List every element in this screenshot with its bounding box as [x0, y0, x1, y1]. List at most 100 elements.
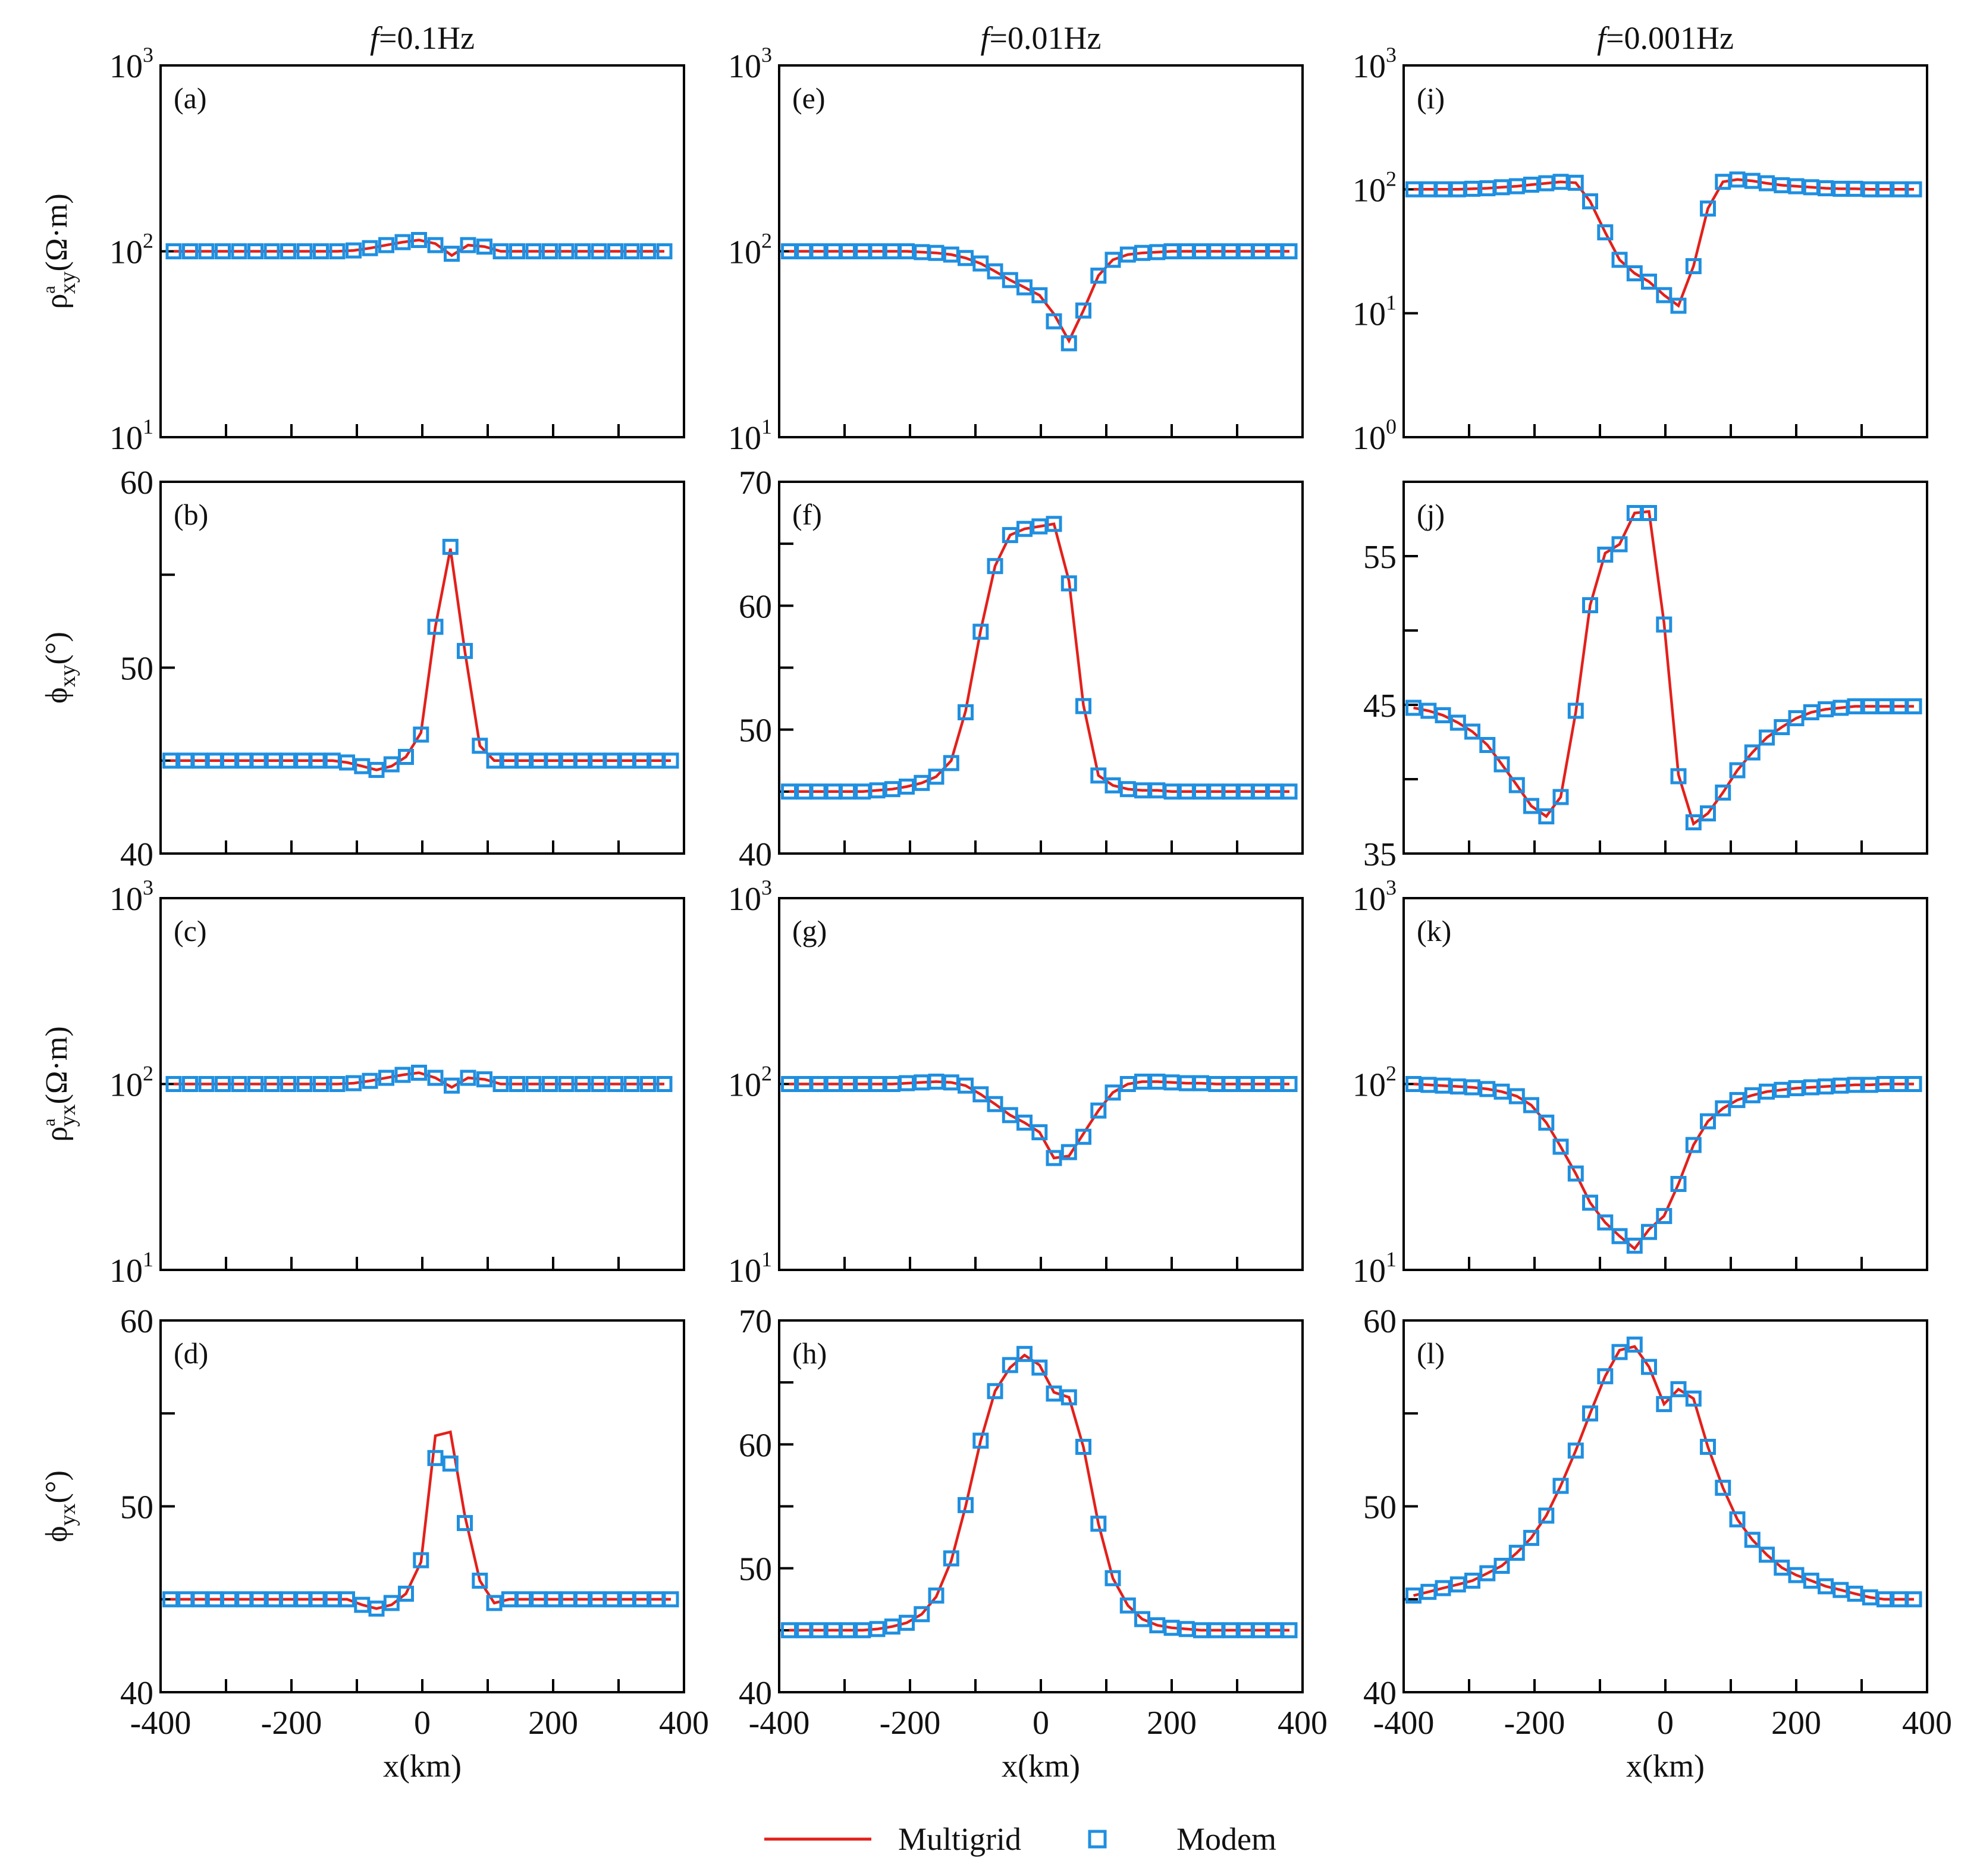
modem-marker [411, 232, 427, 248]
modem-marker [1222, 243, 1239, 259]
y-tick-label: 102 [728, 1062, 772, 1104]
modem-marker [221, 1591, 237, 1608]
modem-marker [1464, 723, 1480, 740]
modem-marker [640, 1076, 656, 1092]
y-tick-label-base: 10 [109, 1253, 143, 1290]
modem-marker [1656, 1396, 1673, 1413]
y-tick-label-exp: 3 [761, 43, 772, 67]
modem-marker [476, 1071, 492, 1088]
modem-marker [1405, 181, 1422, 197]
multigrid-line [174, 239, 664, 258]
modem-marker [472, 738, 488, 754]
modem-marker [1523, 1097, 1539, 1113]
modem-marker [247, 243, 263, 259]
panel-d: 40 50 60 (d) -400 -200 0 200 400 x(km) [120, 1303, 709, 1784]
modem-marker [914, 1606, 930, 1623]
multigrid-line [789, 1080, 1289, 1160]
row-label-base: ϕ [40, 1526, 74, 1542]
modem-marker [1774, 719, 1790, 735]
modem-marker [1582, 1194, 1598, 1211]
modem-marker [545, 1591, 561, 1608]
column-title-rest: =0.1Hz [379, 20, 475, 56]
row-axis-label: ρayx(Ω·m) [39, 1026, 80, 1141]
y-tick-label-base: 40 [120, 836, 153, 873]
y-tick-label-base: 60 [739, 1427, 772, 1464]
modem-marker [663, 752, 679, 769]
modem-marker [1193, 1622, 1209, 1639]
modem-marker [928, 768, 944, 785]
modem-marker [457, 642, 473, 659]
modem-marker [509, 243, 525, 259]
modem-marker [1729, 1511, 1746, 1527]
y-tick-label-base: 35 [1363, 836, 1397, 873]
y-tick-label-base: 10 [728, 48, 761, 85]
modem-marker [1493, 179, 1510, 196]
y-tick-label-base: 10 [1353, 420, 1386, 457]
modem-marker [1715, 785, 1731, 801]
column-title-rest: =0.001Hz [1606, 20, 1734, 56]
modem-marker [1759, 1083, 1775, 1100]
modem-marker [1552, 789, 1569, 805]
multigrid-line [1413, 178, 1914, 308]
modem-marker [1538, 1507, 1555, 1524]
y-tick-label-base: 50 [120, 651, 153, 688]
modem-marker [840, 1076, 856, 1092]
row-label-sup: a [39, 286, 59, 293]
y-tick-label: 102 [109, 1062, 153, 1104]
modem-marker [1002, 1357, 1018, 1373]
modem-marker [1641, 1359, 1657, 1375]
legend-line-label: Multigrid [898, 1821, 1021, 1857]
x-tick-label: -200 [880, 1705, 941, 1742]
modem-marker [280, 243, 296, 259]
modem-marker [198, 1076, 215, 1092]
modem-marker [958, 250, 974, 266]
modem-marker [781, 243, 797, 259]
modem-marker [1046, 1385, 1062, 1402]
modem-marker [987, 558, 1003, 575]
modem-marker [928, 1074, 944, 1090]
y-tick-label-exp: 3 [761, 876, 772, 899]
modem-marker [1582, 597, 1598, 613]
modem-marker [1046, 313, 1062, 330]
modem-marker [1031, 1124, 1048, 1141]
modem-marker [486, 1595, 503, 1611]
modem-marker [460, 1069, 476, 1086]
modem-marker [987, 1383, 1003, 1400]
modem-marker [313, 243, 329, 259]
modem-marker [1744, 744, 1761, 761]
y-tick-label-base: 10 [1353, 1067, 1386, 1104]
modem-marker [362, 240, 378, 256]
multigrid-line [170, 1430, 671, 1610]
modem-marker [1523, 177, 1539, 193]
modem-marker [1090, 267, 1107, 284]
y-tick-label-base: 45 [1363, 688, 1397, 724]
modem-marker [413, 1552, 429, 1568]
modem-marker [231, 243, 247, 259]
y-tick-label-base: 40 [739, 1675, 772, 1712]
modem-marker [1405, 1076, 1422, 1092]
modem-marker [899, 1614, 915, 1631]
modem-marker [1597, 1368, 1614, 1385]
y-tick-label-base: 55 [1363, 539, 1397, 576]
column-title: f=0.001Hz [1597, 20, 1734, 56]
y-tick-label: 103 [109, 876, 153, 918]
y-tick-label: 60 [739, 1427, 772, 1464]
modem-marker [810, 1622, 827, 1639]
modem-marker [1104, 1084, 1121, 1101]
y-tick-label-base: 10 [1353, 1253, 1386, 1290]
modem-marker [1281, 783, 1298, 800]
modem-marker [781, 1076, 797, 1092]
y-tick-label: 101 [1353, 291, 1397, 333]
panel-l: 40 50 60 (l) -400 -200 0 200 400 x(km) [1363, 1303, 1952, 1784]
row-label-suffix: (°) [40, 632, 74, 664]
modem-marker [1523, 1530, 1539, 1546]
modem-marker [545, 752, 561, 769]
y-tick-label-exp: 2 [143, 1062, 153, 1086]
modem-marker [1193, 243, 1209, 259]
modem-marker [1759, 1546, 1775, 1563]
modem-marker [1685, 258, 1702, 274]
modem-marker [1134, 1611, 1150, 1627]
column-title: f=0.01Hz [981, 20, 1102, 56]
